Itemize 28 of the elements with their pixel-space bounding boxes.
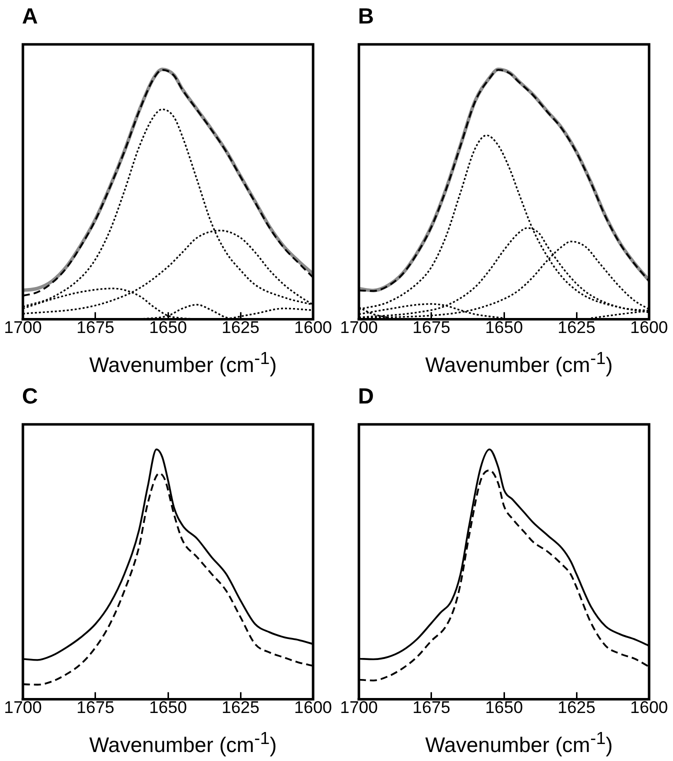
- chart-title: C: [22, 383, 38, 408]
- x-axis-title: Wavenumber (cm$^{-1}$): [88, 348, 278, 378]
- x-tick-label: 1675: [412, 698, 450, 717]
- x-axis-title: Wavenumber (cm$^{-1}$): [424, 728, 614, 758]
- x-axis-title: Wavenumber (cm$^{-1}$): [424, 348, 614, 378]
- chart-title: D: [358, 383, 374, 408]
- x-tick-label: 1675: [76, 698, 114, 717]
- x-tick-label: 1600: [294, 698, 332, 717]
- chart-title: A: [22, 3, 38, 28]
- x-tick-label: 1600: [630, 318, 668, 337]
- x-tick-label: 1625: [558, 698, 596, 717]
- x-axis-title: Wavenumber (cm$^{-1}$): [88, 728, 278, 758]
- x-tick-label: 1600: [630, 698, 668, 717]
- x-tick-label: 1650: [149, 318, 187, 337]
- x-tick-label: 1650: [485, 318, 523, 337]
- x-tick-label: 1700: [340, 698, 378, 717]
- x-tick-label: 1700: [4, 318, 42, 337]
- x-tick-label: 1625: [222, 698, 260, 717]
- chart-title: B: [358, 3, 374, 28]
- x-tick-label: 1650: [149, 698, 187, 717]
- x-tick-label: 1625: [222, 318, 260, 337]
- x-tick-label: 1675: [412, 318, 450, 337]
- x-tick-label: 1700: [4, 698, 42, 717]
- x-tick-label: 1675: [76, 318, 114, 337]
- x-tick-label: 1650: [485, 698, 523, 717]
- x-tick-label: 1625: [558, 318, 596, 337]
- x-tick-label: 1700: [340, 318, 378, 337]
- x-tick-label: 1600: [294, 318, 332, 337]
